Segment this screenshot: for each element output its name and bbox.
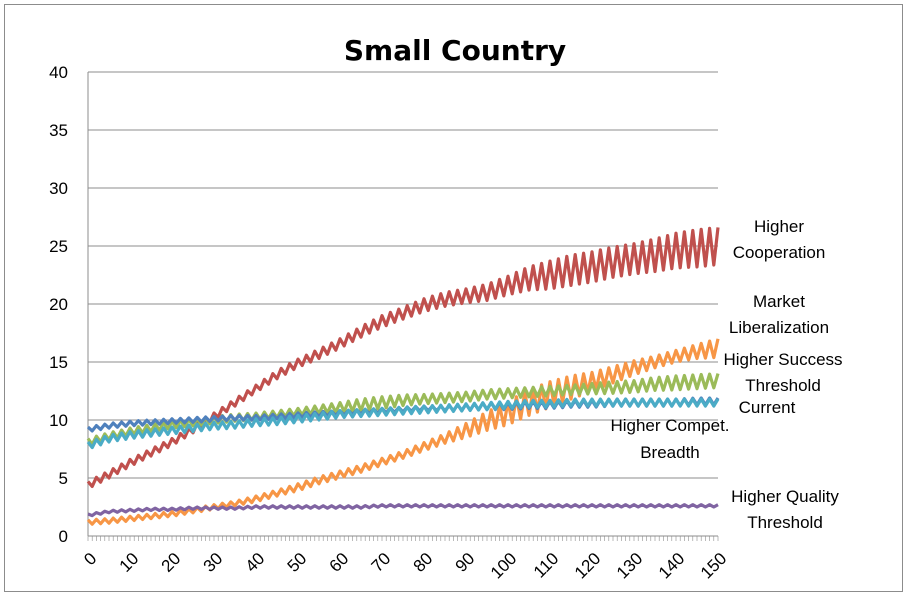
y-tick-label: 0 bbox=[59, 527, 68, 546]
chart-area bbox=[4, 4, 903, 592]
series-line-2 bbox=[86, 372, 720, 446]
series-line-5 bbox=[87, 503, 719, 518]
x-axis: 0 10 20 30 40 50 60 70 80 90 100 110 120 130 140 150 bbox=[80, 535, 730, 583]
y-axis: 0 5 10 15 20 25 30 35 40 bbox=[49, 63, 89, 546]
series-line-1 bbox=[86, 338, 720, 526]
x-tick-label: 0 bbox=[80, 549, 100, 569]
series-label: Breadth bbox=[640, 443, 700, 462]
series-label: Cooperation bbox=[733, 243, 826, 262]
series-label: Liberalization bbox=[729, 318, 829, 337]
x-tick-label: 50 bbox=[284, 549, 311, 576]
y-tick-label: 35 bbox=[49, 121, 68, 140]
series-label: Threshold bbox=[745, 376, 821, 395]
y-tick-label: 40 bbox=[49, 63, 68, 82]
series-lines bbox=[86, 226, 720, 526]
x-tick-label: 10 bbox=[116, 549, 143, 576]
x-tick-label: 120 bbox=[571, 549, 604, 582]
x-tick-label: 130 bbox=[613, 549, 646, 582]
series-label: Higher bbox=[754, 217, 804, 236]
series-labels: Higher Cooperation Market Liberalization Hig… bbox=[610, 217, 842, 532]
series-label: Higher Compet. bbox=[610, 416, 729, 435]
series-line-4 bbox=[86, 397, 720, 450]
series-label: Market bbox=[753, 292, 805, 311]
series-label: Higher Success bbox=[723, 350, 842, 369]
x-tick-label: 100 bbox=[487, 549, 520, 582]
x-tick-label: 150 bbox=[697, 549, 730, 582]
y-tick-label: 10 bbox=[49, 411, 68, 430]
y-tick-label: 15 bbox=[49, 353, 68, 372]
x-tick-label: 140 bbox=[655, 549, 688, 582]
chart-title: Small Country bbox=[344, 34, 566, 67]
series-label: Current bbox=[739, 398, 796, 417]
series-line-0 bbox=[86, 226, 720, 488]
series-label: Higher Quality bbox=[731, 487, 839, 506]
series-label: Threshold bbox=[747, 513, 823, 532]
x-tick-label: 30 bbox=[200, 549, 227, 576]
x-tick-label: 80 bbox=[410, 549, 437, 576]
y-tick-label: 20 bbox=[49, 295, 68, 314]
y-tick-label: 30 bbox=[49, 179, 68, 198]
x-tick-label: 90 bbox=[452, 549, 479, 576]
x-tick-label: 60 bbox=[326, 549, 353, 576]
x-tick-label: 70 bbox=[368, 549, 395, 576]
x-tick-label: 110 bbox=[530, 549, 563, 582]
y-tick-label: 25 bbox=[49, 237, 68, 256]
y-tick-label: 5 bbox=[59, 469, 68, 488]
x-tick-label: 20 bbox=[158, 549, 185, 576]
x-tick-label: 40 bbox=[242, 549, 269, 576]
